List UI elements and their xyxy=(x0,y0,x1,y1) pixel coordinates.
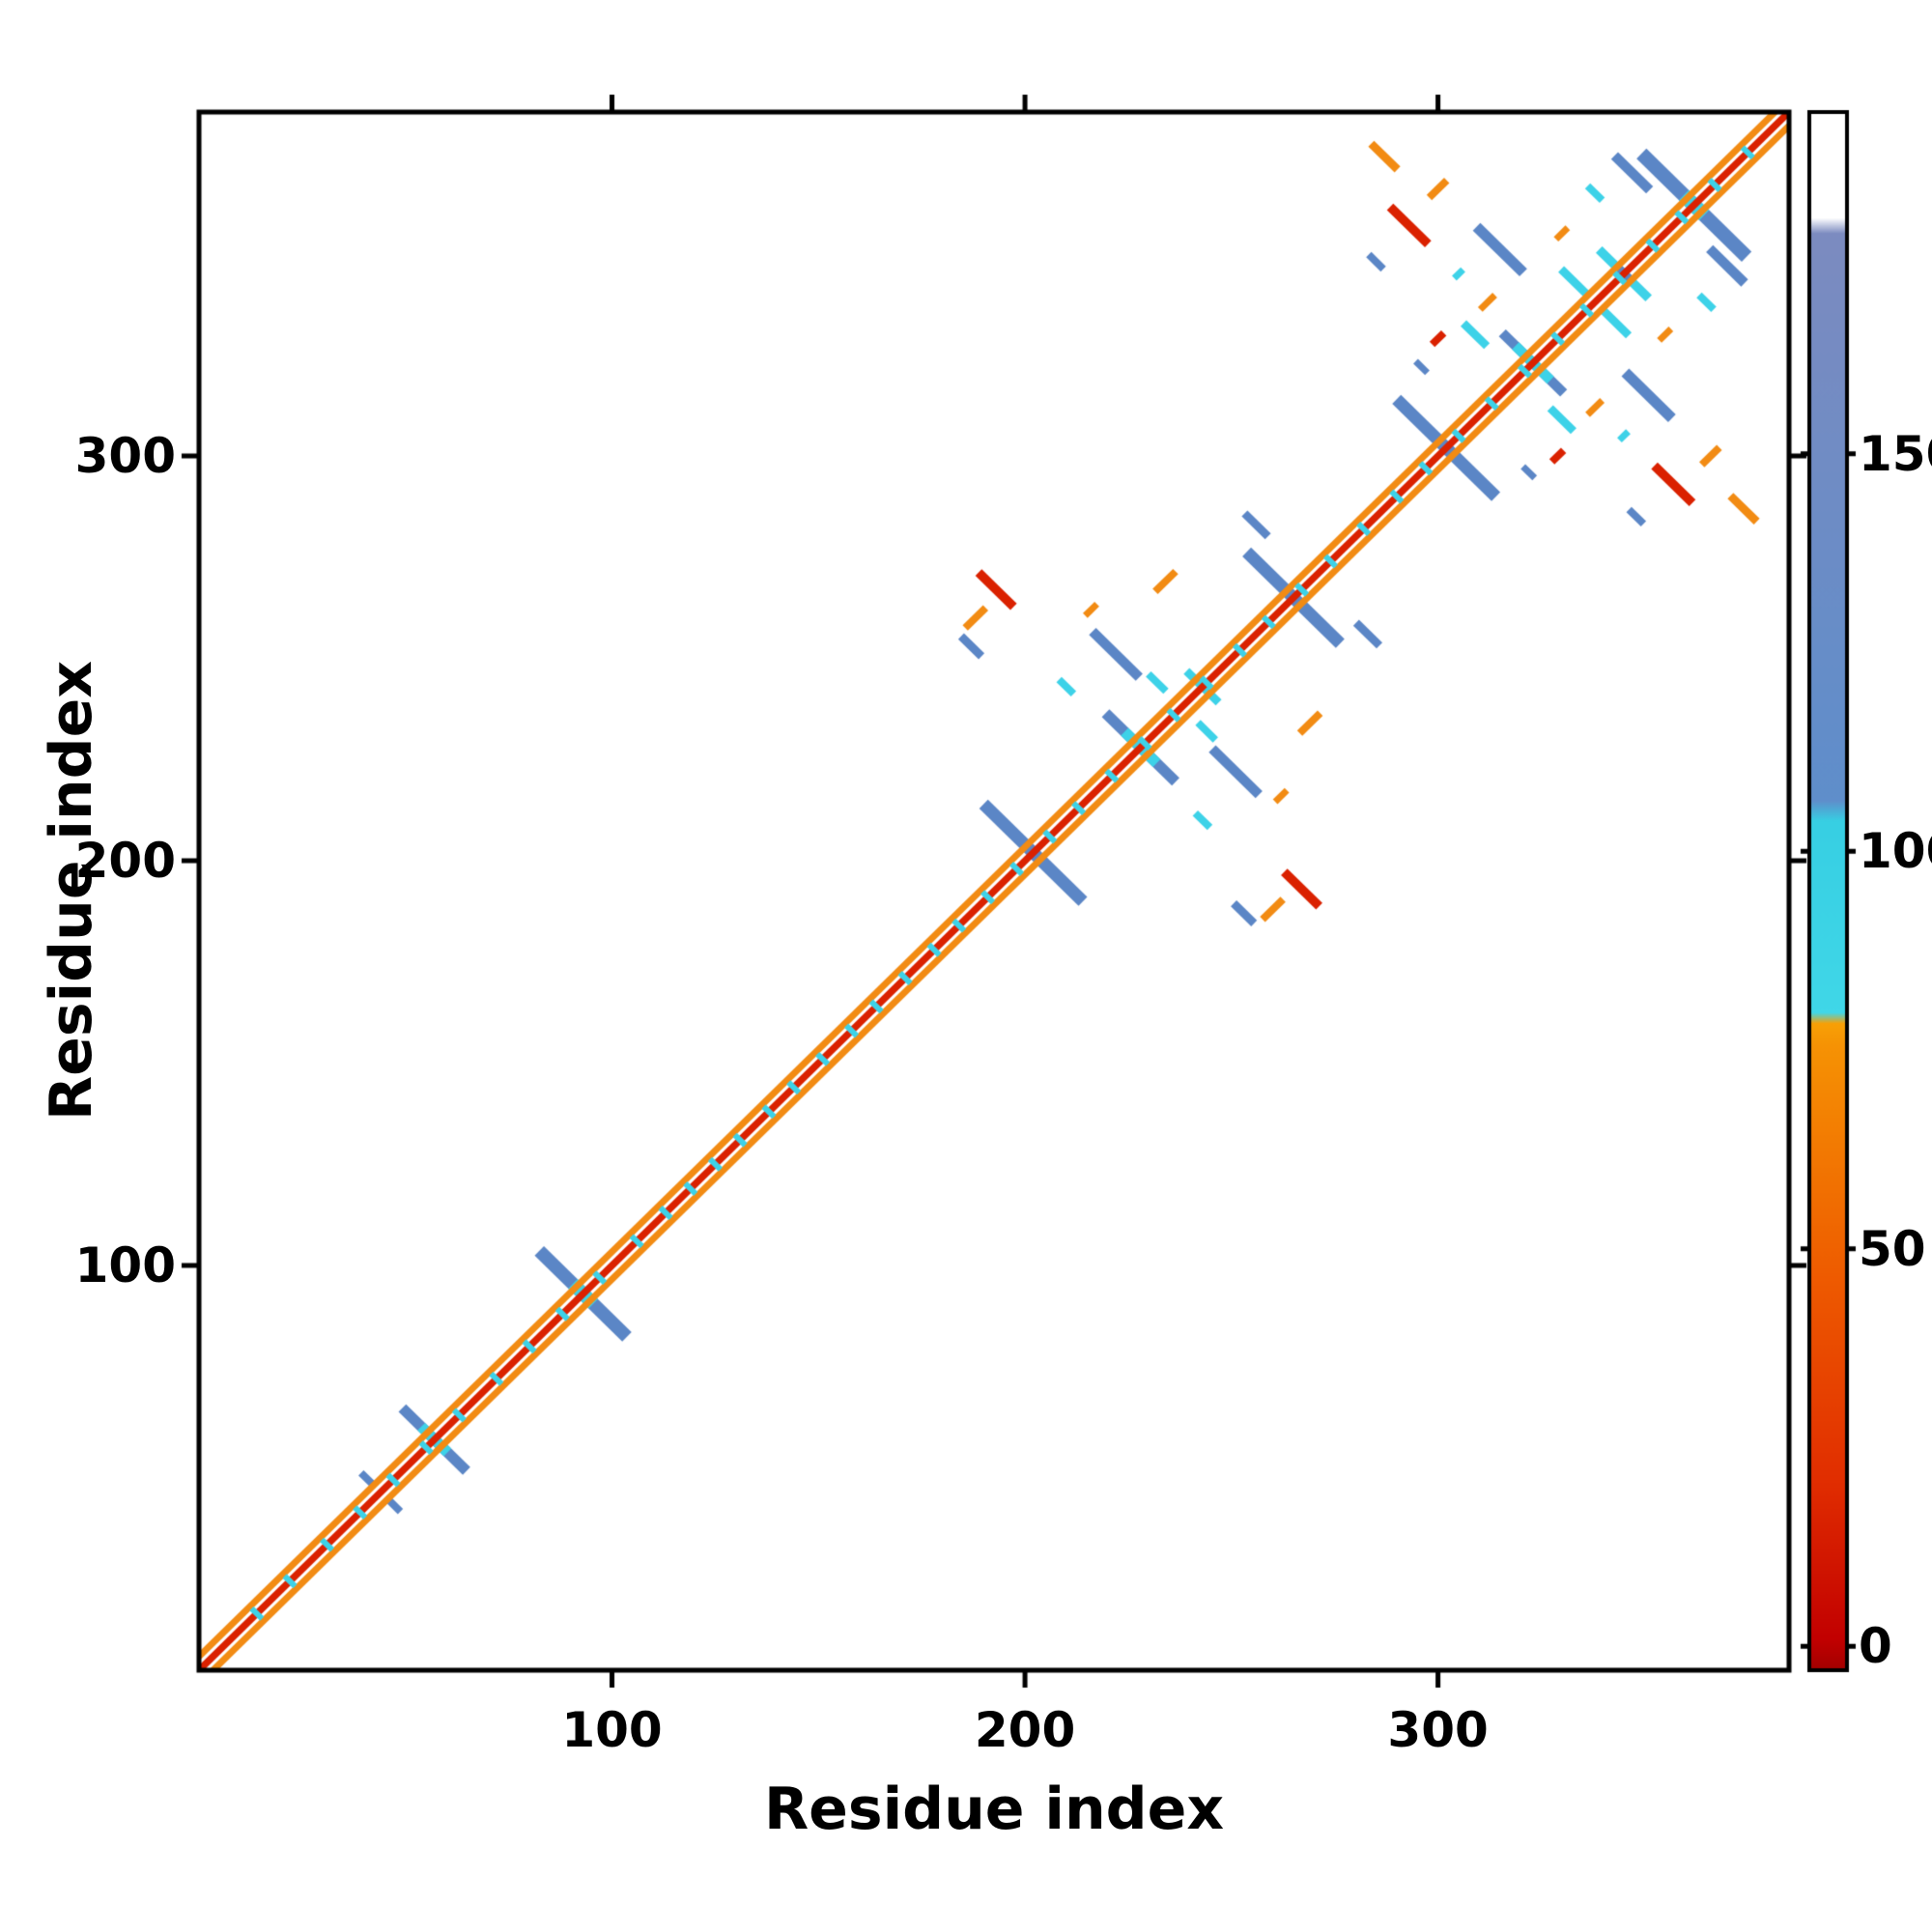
colorbar-tick-label: 50 xyxy=(1859,1220,1926,1277)
x-tick-label: 200 xyxy=(974,1702,1076,1758)
x-axis-label: Residue index xyxy=(763,1776,1225,1843)
colorbar-tick-label: 0 xyxy=(1859,1618,1892,1675)
colorbar-tick-label: 150 xyxy=(1859,425,1932,482)
x-tick-label: 100 xyxy=(561,1702,663,1758)
y-tick-label: 300 xyxy=(74,428,176,485)
x-tick-label: 300 xyxy=(1387,1702,1489,1758)
y-tick-label: 200 xyxy=(74,833,176,890)
y-tick-label: 100 xyxy=(74,1237,176,1294)
colorbar-tick-label: 100 xyxy=(1859,823,1932,880)
